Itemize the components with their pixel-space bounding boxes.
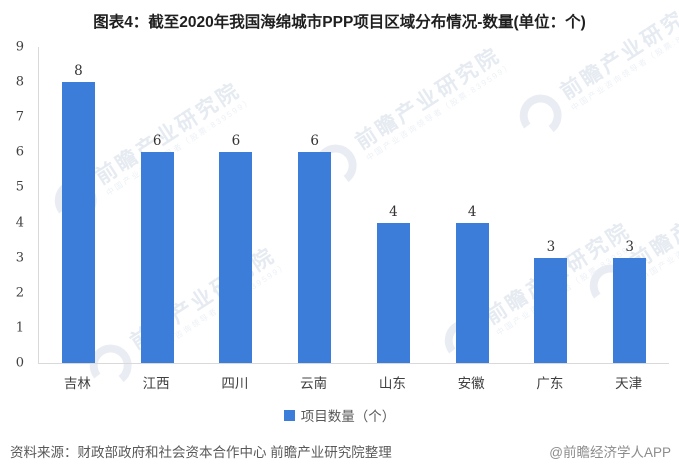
chart-title: 图表4：截至2020年我国海绵城市PPP项目区域分布情况-数量(单位：个) xyxy=(93,14,586,31)
y-tick-label: 6 xyxy=(15,144,24,160)
bar xyxy=(219,152,253,363)
bar-value-label: 4 xyxy=(467,203,477,220)
y-tick-label: 2 xyxy=(15,285,24,301)
bar-value-label: 6 xyxy=(310,133,319,150)
bar-value-label: 4 xyxy=(389,203,398,220)
x-axis-label: 安徽 xyxy=(457,376,485,391)
bar-value-label: 6 xyxy=(231,133,241,150)
y-tick-label: 1 xyxy=(15,320,24,336)
y-axis: 0 1 2 3 4 5 6 7 8 9 xyxy=(0,40,32,371)
bar-column: 6 xyxy=(118,47,197,363)
bar-column: 3 xyxy=(590,47,669,363)
y-tick-label: 5 xyxy=(15,179,24,195)
bar-column: 8 xyxy=(39,47,118,363)
bar xyxy=(61,82,95,363)
x-axis-labels: 吉林 江西 四川 云南 山东 安徽 广东 天津 xyxy=(38,372,668,392)
x-axis-label: 天津 xyxy=(615,376,643,391)
bar-column: 3 xyxy=(512,47,591,363)
bar-column: 4 xyxy=(354,47,433,363)
plot-area: 8 6 6 6 4 4 3 3 xyxy=(38,47,669,364)
bar xyxy=(534,257,568,363)
source-text: 资料来源：财政部政府和社会资本合作中心 前瞻产业研究院整理 xyxy=(10,445,392,460)
y-tick-label: 3 xyxy=(15,250,24,266)
legend-label: 项目数量（个） xyxy=(300,409,396,424)
legend-marker-icon xyxy=(283,409,295,421)
y-tick-label: 8 xyxy=(15,74,24,90)
x-axis-label: 云南 xyxy=(300,376,328,391)
footer: 资料来源：财政部政府和社会资本合作中心 前瞻产业研究院整理 @前瞻经济学人APP xyxy=(10,441,671,461)
bar xyxy=(140,152,174,363)
x-axis-label: 吉林 xyxy=(63,376,91,391)
bar xyxy=(298,152,332,363)
y-tick-label: 4 xyxy=(15,215,24,231)
x-axis-label: 四川 xyxy=(221,376,249,391)
credit-text: @前瞻经济学人APP xyxy=(549,445,671,460)
x-axis-label: 江西 xyxy=(142,376,170,391)
legend: 项目数量（个） xyxy=(0,405,679,425)
y-tick-label: 7 xyxy=(15,109,24,125)
y-tick-label: 9 xyxy=(15,39,24,55)
bar-value-label: 3 xyxy=(625,238,634,255)
x-axis-label: 山东 xyxy=(378,376,406,391)
bar-value-label: 8 xyxy=(74,63,83,80)
bar xyxy=(376,222,410,363)
y-tick-label: 0 xyxy=(15,355,24,371)
bar xyxy=(613,257,647,363)
bar-column: 6 xyxy=(275,47,354,363)
bar xyxy=(455,222,489,363)
bar-column: 6 xyxy=(197,47,276,363)
bar-value-label: 6 xyxy=(152,133,162,150)
bar-value-label: 3 xyxy=(546,238,556,255)
x-axis-label: 广东 xyxy=(536,376,564,391)
bar-column: 4 xyxy=(433,47,512,363)
